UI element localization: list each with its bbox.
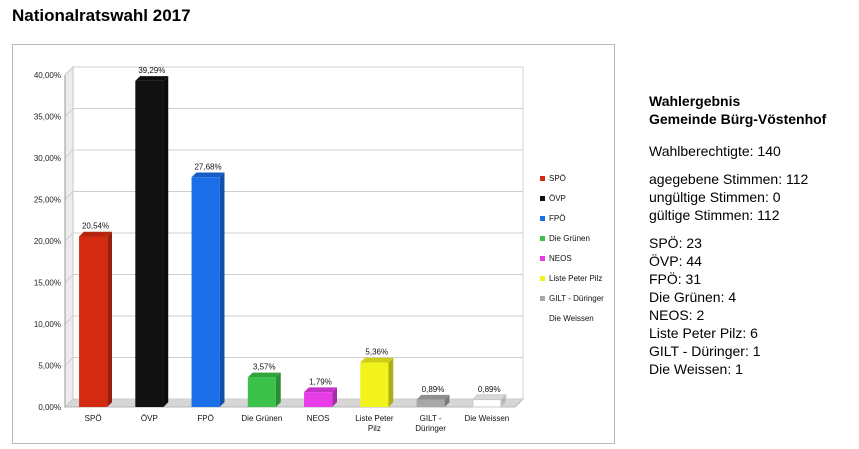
x-tick-label: FPÖ [197, 414, 213, 423]
bar-top-5 [360, 357, 394, 363]
votes-cast: agegebene Stimmen: 112 [649, 171, 809, 187]
legend-swatch-4 [540, 256, 545, 261]
bar-top-7 [471, 394, 507, 401]
data-label-1: 39,29% [138, 66, 165, 75]
data-label-2: 27,68% [194, 162, 221, 171]
x-tick-label: Pilz [368, 424, 381, 433]
votes-gilt: GILT - Düringer: 1 [649, 343, 761, 359]
gridline [64, 232, 523, 242]
votes-neos: NEOS: 2 [649, 307, 705, 323]
legend-label-3: Die Grünen [549, 234, 590, 243]
x-tick-label: Die Weissen [464, 414, 509, 423]
x-tick-label: GILT - [420, 414, 442, 423]
bar-side-4 [332, 387, 337, 407]
bar-6 [416, 399, 445, 407]
x-tick-label: Die Grünen [241, 414, 282, 423]
data-label-3: 3,57% [253, 363, 276, 372]
y-tick-label: 15,00% [34, 279, 61, 288]
legend-label-5: Liste Peter Pilz [549, 274, 602, 283]
bar-side-6 [444, 394, 450, 407]
bar-2 [191, 177, 220, 407]
gridline [64, 315, 523, 325]
legend-swatch-2 [540, 216, 545, 221]
votes-fpoe: FPÖ: 31 [649, 271, 702, 287]
y-tick-label: 35,00% [34, 113, 61, 122]
legend-swatch-5 [540, 276, 545, 281]
y-tick-label: 40,00% [34, 71, 61, 80]
legend-label-2: FPÖ [549, 214, 565, 223]
bar-chart: 0,00% 5,00% 10,00% 15,00% 20,00% 25,00% 30,00%… [34, 65, 604, 433]
bar-4 [304, 392, 333, 407]
bar-1 [135, 80, 164, 407]
bar-side-3 [275, 372, 281, 407]
x-tick-label: Düringer [415, 424, 446, 433]
bar-top-1 [135, 76, 169, 81]
gridline [64, 66, 523, 76]
data-label-7: 0,89% [478, 385, 501, 394]
summary-heading-line2: Gemeinde Bürg-Vöstenhof [649, 111, 827, 127]
votes-gruene: Die Grünen: 4 [649, 289, 737, 305]
votes-weissen: Die Weissen: 1 [649, 361, 743, 377]
legend-swatch-3 [540, 236, 545, 241]
y-tick-label: 20,00% [34, 237, 61, 246]
y-tick-label: 25,00% [34, 196, 61, 205]
eligible-voters: Wahlberechtigte: 140 [649, 143, 781, 159]
invalid-votes: ungültige Stimmen: 0 [649, 189, 781, 205]
bar-top-2 [191, 172, 225, 178]
bar-5 [360, 362, 389, 407]
legend-label-0: SPÖ [549, 174, 566, 183]
legend-label-6: GILT - Düringer [549, 294, 604, 303]
legend-label-4: NEOS [549, 254, 572, 263]
gridline [64, 149, 523, 159]
y-tick-label: 5,00% [38, 362, 61, 371]
votes-pilz: Liste Peter Pilz: 6 [649, 325, 758, 341]
summary-heading-line1: Wahlergebnis [649, 93, 741, 109]
data-label-4: 1,79% [309, 377, 332, 386]
data-label-0: 20,54% [82, 222, 109, 231]
results-summary: Wahlergebnis Gemeinde Bürg-Vöstenhof Wah… [649, 92, 854, 378]
plot-floor [63, 398, 525, 408]
legend-swatch-1 [540, 196, 545, 201]
y-tick-label: 0,00% [38, 403, 61, 412]
legend-swatch-6 [540, 296, 545, 301]
bar-top-6 [416, 394, 450, 400]
x-tick-label: SPÖ [85, 414, 102, 423]
bar-7 [472, 399, 502, 408]
legend-label-7: Die Weissen [549, 314, 594, 323]
bar-side-1 [163, 76, 169, 407]
bar-top-3 [247, 372, 281, 378]
bar-side-0 [107, 231, 112, 407]
bar-side-5 [388, 357, 394, 407]
x-tick-label: NEOS [307, 414, 330, 423]
gridline [64, 357, 523, 366]
valid-votes: gültige Stimmen: 112 [649, 207, 780, 223]
gridline [64, 191, 523, 200]
votes-oevp: ÖVP: 44 [649, 253, 702, 269]
legend-label-1: ÖVP [549, 194, 566, 203]
bar-side-2 [219, 172, 225, 407]
data-label-6: 0,89% [422, 385, 445, 394]
data-label-5: 5,36% [365, 348, 388, 357]
bar-top-0 [79, 231, 112, 237]
bar-0 [79, 236, 108, 407]
y-tick-label: 10,00% [34, 320, 61, 329]
bar-3 [247, 377, 276, 407]
legend-swatch-0 [540, 176, 545, 181]
x-tick-label: Liste Peter [355, 414, 394, 423]
votes-spoe: SPÖ: 23 [649, 235, 702, 251]
bar-top-4 [304, 387, 337, 393]
y-tick-label: 30,00% [34, 154, 61, 163]
chart-frame: 0,00% 5,00% 10,00% 15,00% 20,00% 25,00% 30,00%… [12, 44, 615, 444]
gridline [64, 108, 523, 117]
gridline [64, 274, 523, 283]
page-title: Nationalratswahl 2017 [12, 6, 191, 25]
x-tick-label: ÖVP [141, 414, 158, 423]
